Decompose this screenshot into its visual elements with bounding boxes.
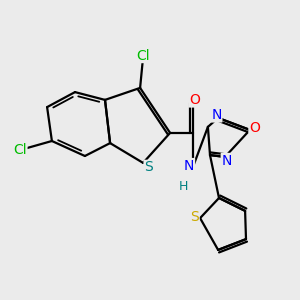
Text: N: N [212, 108, 222, 122]
Text: H: H [178, 179, 188, 193]
Text: N: N [221, 154, 232, 167]
Text: S: S [190, 210, 199, 224]
Text: Cl: Cl [13, 143, 27, 157]
Text: O: O [189, 93, 200, 107]
Text: S: S [144, 160, 153, 174]
Text: O: O [249, 122, 260, 135]
Text: Cl: Cl [136, 49, 150, 62]
Text: N: N [184, 159, 194, 172]
